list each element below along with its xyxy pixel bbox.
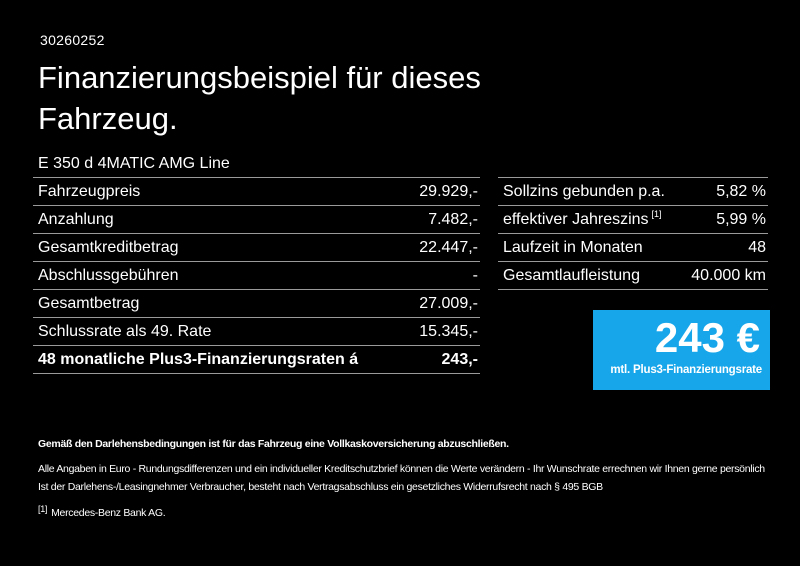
disclaimer-footer: Gemäß den Darlehensbedingungen ist für d… xyxy=(38,438,788,519)
row-value: 7.482,- xyxy=(428,210,478,228)
table-row: Gesamtkreditbetrag 22.447,- xyxy=(33,234,480,262)
table-row: Gesamtlaufleistung 40.000 km xyxy=(498,262,768,290)
row-label: 48 monatliche Plus3-Finanzierungsraten á xyxy=(38,350,359,368)
row-value: - xyxy=(472,266,478,284)
document-id: 30260252 xyxy=(40,32,105,48)
row-value: 15.345,- xyxy=(419,322,478,340)
row-label: Gesamtlaufleistung xyxy=(503,266,640,284)
finance-table: E 350 d 4MATIC AMG Line Fahrzeugpreis 29… xyxy=(33,150,480,374)
row-label: Laufzeit in Monaten xyxy=(503,238,643,256)
row-label: Abschlussgebühren xyxy=(38,266,179,284)
row-value: 5,99 % xyxy=(716,210,766,228)
row-label: Anzahlung xyxy=(38,210,114,228)
table-row: Laufzeit in Monaten 48 xyxy=(498,234,768,262)
table-row: Fahrzeugpreis 29.929,- xyxy=(33,178,480,206)
row-label: Sollzins gebunden p.a. xyxy=(503,182,665,200)
conditions-table: Sollzins gebunden p.a. 5,82 % effektiver… xyxy=(498,177,768,290)
table-row: Anzahlung 7.482,- xyxy=(33,206,480,234)
table-row: Sollzins gebunden p.a. 5,82 % xyxy=(498,178,768,206)
rate-caption: mtl. Plus3-Finanzierungsrate xyxy=(610,364,762,376)
row-value: 243,- xyxy=(441,350,478,368)
row-value: 5,82 % xyxy=(716,182,766,200)
rate-amount: 243 € xyxy=(654,314,760,361)
row-label: Fahrzeugpreis xyxy=(38,182,141,200)
table-row: Abschlussgebühren - xyxy=(33,262,480,290)
disclaimer-withdrawal: Ist der Darlehens-/Leasingnehmer Verbrau… xyxy=(38,481,603,493)
monthly-rate-box: 243 € mtl. Plus3-Finanzierungsrate xyxy=(593,310,770,390)
row-value: 29.929,- xyxy=(419,182,478,200)
row-label: effektiver Jahreszins [1] xyxy=(503,209,662,228)
table-row: Schlussrate als 49. Rate 15.345,- xyxy=(33,318,480,346)
row-value: 27.009,- xyxy=(419,294,478,312)
table-row-monthly-rate: 48 monatliche Plus3-Finanzierungsraten á… xyxy=(33,346,480,374)
row-label: Schlussrate als 49. Rate xyxy=(38,322,212,340)
vehicle-model-row: E 350 d 4MATIC AMG Line xyxy=(33,150,480,178)
footnote-marker: [1] xyxy=(651,209,662,220)
footnote-text: Mercedes-Benz Bank AG. xyxy=(51,507,166,519)
row-label: Gesamtkreditbetrag xyxy=(38,238,179,256)
row-value: 48 xyxy=(748,238,766,256)
page-title: Finanzierungsbeispiel für dieses Fahrzeu… xyxy=(38,60,481,136)
footnote-bank: [1] Mercedes-Benz Bank AG. xyxy=(38,503,788,519)
table-row: effektiver Jahreszins [1] 5,99 % xyxy=(498,206,768,234)
table-row: Gesamtbetrag 27.009,- xyxy=(33,290,480,318)
row-label: Gesamtbetrag xyxy=(38,294,140,312)
disclaimer-values: Alle Angaben in Euro - Rundungsdifferenz… xyxy=(38,463,765,475)
disclaimer-insurance: Gemäß den Darlehensbedingungen ist für d… xyxy=(38,438,509,450)
row-value: 22.447,- xyxy=(419,238,478,256)
vehicle-model: E 350 d 4MATIC AMG Line xyxy=(38,154,230,172)
footnote-marker: [1] xyxy=(38,503,48,514)
row-value: 40.000 km xyxy=(691,266,766,284)
